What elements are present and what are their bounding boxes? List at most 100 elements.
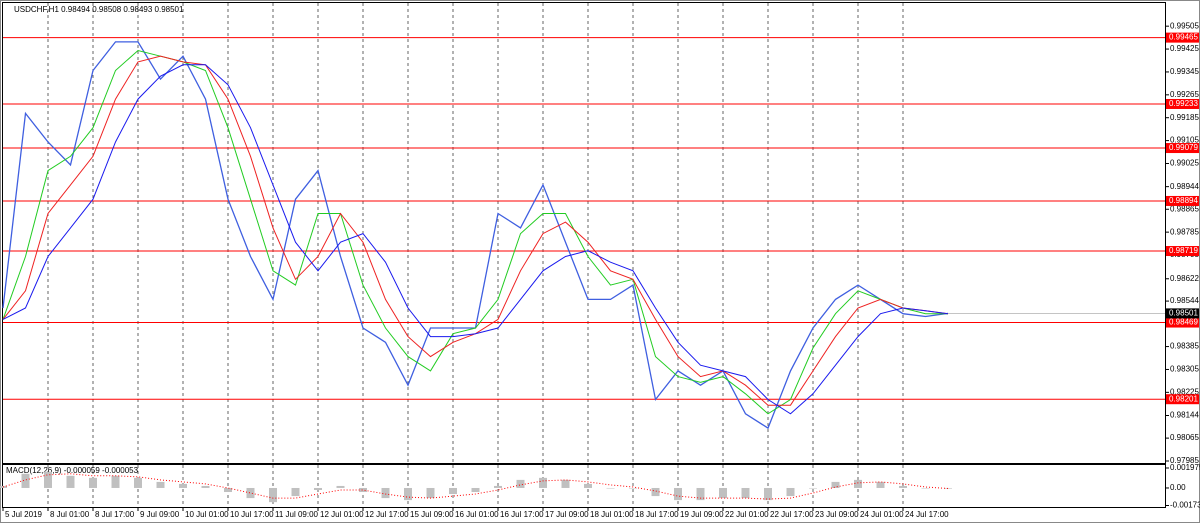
macd-bar (809, 487, 817, 489)
macd-bar (629, 487, 637, 489)
x-tick-label: 5 Jul 2019 (5, 510, 42, 519)
macd-bar (494, 485, 502, 488)
level-label: 0.99465 (1169, 33, 1198, 42)
macd-bar (291, 487, 300, 497)
level-label-box (1166, 195, 1199, 206)
macd-bar (134, 477, 142, 488)
macd-bar (876, 481, 885, 488)
x-tick-label: 17 Jul 09:00 (545, 510, 589, 519)
x-tick-label: 23 Jul 09:00 (815, 510, 859, 519)
macd-bar (786, 487, 795, 497)
macd-bar (584, 483, 592, 488)
macd-bar (426, 487, 435, 499)
level-label-box (1166, 246, 1199, 257)
macd-bar (224, 487, 232, 493)
x-tick-label: 19 Jul 09:00 (680, 510, 724, 519)
x-tick-label: 24 Jul 01:00 (860, 510, 904, 519)
x-tick-label: 16 Jul 01:00 (455, 510, 499, 519)
y-tick-label: 0.98544 (1170, 296, 1199, 305)
macd-bar (516, 479, 525, 488)
macd-bar (179, 483, 187, 488)
level-label-box (1166, 143, 1199, 154)
x-tick-label: 10 Jul 17:00 (230, 510, 274, 519)
y-tick-label: 0.97985 (1170, 456, 1199, 465)
y-tick-label: 0.98944 (1170, 182, 1199, 191)
x-tick-label: 10 Jul 01:00 (185, 510, 229, 519)
y-tick-label: -0.001731 (1170, 501, 1200, 510)
y-tick-label: 0.98305 (1170, 365, 1199, 374)
macd-bar (359, 487, 367, 493)
y-tick-label: 0.98622 (1170, 274, 1199, 283)
macd-bar (449, 487, 457, 495)
y-tick-label: 0.98385 (1170, 342, 1199, 351)
level-label-box (1166, 394, 1199, 405)
macd-bar (156, 481, 165, 488)
macd-bar (606, 487, 615, 489)
macd-title: MACD(12,26,9) -0.000059 -0.000053 (6, 466, 139, 475)
main-panel (2, 2, 1166, 464)
macd-bar (561, 479, 570, 488)
macd-bar (471, 487, 480, 493)
macd-bar (66, 475, 75, 488)
x-tick-label: 12 Jul 01:00 (320, 510, 364, 519)
x-tick-label: 24 Jul 17:00 (905, 510, 949, 519)
y-tick-label: 0.98785 (1170, 227, 1199, 236)
moving-average (2, 64, 949, 415)
x-tick-label: 15 Jul 09:00 (410, 510, 454, 519)
x-tick-label: 18 Jul 01:00 (590, 510, 634, 519)
signal-line (2, 473, 949, 500)
macd-bar (246, 487, 255, 499)
y-tick-label: 0.98065 (1170, 433, 1199, 442)
macd-bar (719, 487, 727, 499)
macd-bar (269, 487, 277, 503)
macd-bar (831, 481, 840, 488)
macd-bar (764, 487, 772, 501)
last-price-box (1166, 308, 1199, 319)
x-tick-label: 9 Jul 09:00 (140, 510, 180, 519)
macd-bar (921, 487, 930, 489)
macd-bar (944, 487, 952, 489)
level-label: 0.99079 (1169, 143, 1198, 152)
x-tick-label: 16 Jul 17:00 (500, 510, 544, 519)
macd-bar (674, 487, 682, 501)
y-tick-label: 0.99265 (1170, 90, 1199, 99)
macd-bar (741, 487, 750, 499)
macd-bar (21, 473, 30, 488)
y-tick-label: 0.98865 (1170, 204, 1199, 213)
x-tick-label: 22 Jul 01:00 (725, 510, 769, 519)
x-tick-label: 22 Jul 17:00 (770, 510, 814, 519)
macd-bar (381, 487, 390, 499)
macd-bar (696, 487, 705, 501)
y-tick-label: 0.98144 (1170, 411, 1199, 420)
macd-bar (899, 485, 907, 488)
y-tick-label: 0.001975 (1170, 463, 1200, 472)
level-label: 0.98201 (1169, 394, 1198, 403)
y-tick-label: 0.99425 (1170, 44, 1199, 53)
macd-bar (651, 487, 660, 497)
x-tick-label: 12 Jul 17:00 (365, 510, 409, 519)
macd-bar (201, 485, 210, 488)
y-tick-label: 0.99105 (1170, 136, 1199, 145)
y-tick-label: 0.99025 (1170, 159, 1199, 168)
y-tick-label: 0.99345 (1170, 67, 1199, 76)
macd-bar (336, 485, 345, 488)
macd-bar (854, 479, 862, 488)
level-label: 0.98719 (1169, 246, 1198, 255)
level-label: 0.98894 (1169, 196, 1198, 205)
macd-bar (404, 487, 412, 501)
x-tick-label: 18 Jul 17:00 (635, 510, 679, 519)
level-label-box (1166, 98, 1199, 109)
y-tick-label: 0.99505 (1170, 21, 1199, 30)
macd-bar (44, 471, 52, 488)
y-tick-label: 0.99185 (1170, 113, 1199, 122)
macd-bar (89, 477, 97, 488)
y-tick-label: 0.00 (1170, 483, 1186, 492)
x-tick-label: 8 Jul 17:00 (95, 510, 135, 519)
y-tick-label: 0.98225 (1170, 387, 1199, 396)
level-label: 0.99233 (1169, 99, 1198, 108)
chart-title: USDCHF,H1 0.98494 0.98508 0.98493 0.9850… (14, 5, 184, 14)
level-label-box (1166, 317, 1199, 328)
macd-bar (314, 487, 322, 490)
macd-bar (539, 477, 547, 488)
